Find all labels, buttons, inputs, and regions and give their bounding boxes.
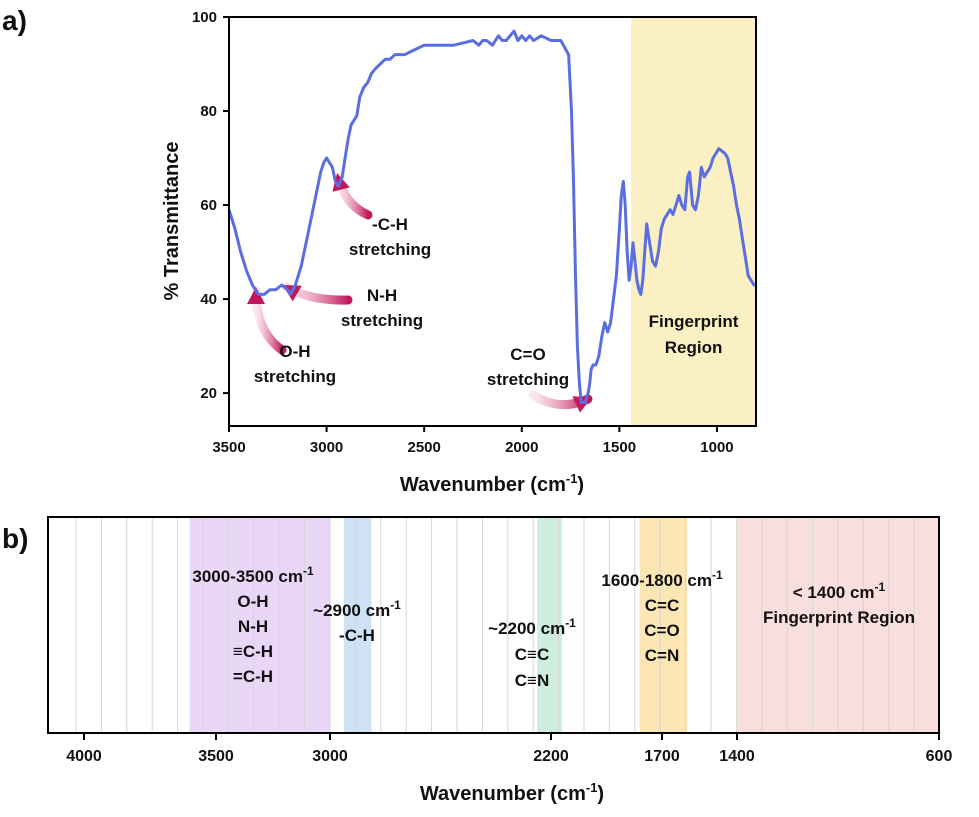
x-axis-ticks-a: 3500 3000 2500 2000 1500 1000 [212, 426, 734, 456]
y-tick-label-a: 80 [200, 103, 217, 120]
band-label-line: ~2200 cm-1 [488, 616, 576, 638]
band-label-text: C=N [645, 646, 679, 665]
x-axis-ticks-b: 4000 3500 3000 2200 1700 1400 600 [66, 733, 952, 765]
panel-a: a) O-H stretching N-H stretching -C-H stretch… [2, 5, 757, 496]
y-tick-label-a: 100 [192, 9, 217, 26]
band-label-sup: -1 [875, 580, 886, 594]
band-label-text: C≡N [515, 671, 549, 690]
band-label-line: 1600-1800 cm-1 [601, 568, 723, 590]
x-tick-label-b: 3500 [198, 748, 234, 765]
band-shade [537, 517, 563, 733]
band-label-line: O-H [237, 592, 268, 611]
band-label-line: =C-H [233, 667, 273, 686]
plot-a-frame [228, 16, 757, 427]
band-label-line: Fingerprint Region [763, 608, 915, 627]
fingerprint-region-shade [631, 17, 756, 426]
x-tick-label-a: 1500 [603, 439, 636, 456]
annotation-label: stretching [254, 367, 336, 386]
y-axis-title-a: % Transmittance [161, 142, 183, 301]
fingerprint-label-line: Fingerprint [649, 312, 739, 331]
band-label-text: Fingerprint Region [763, 608, 915, 627]
y-tick-label-a: 40 [200, 291, 217, 308]
annotation-label: O-H [279, 342, 310, 361]
band-label-line: -C-H [339, 626, 375, 645]
x-tick-label-b: 600 [926, 748, 953, 765]
x-tick-label-a: 3000 [310, 439, 343, 456]
x-tick-label-a: 1000 [700, 439, 733, 456]
fingerprint-label-line: Region [665, 338, 723, 357]
x-tick-label-b: 3000 [312, 748, 348, 765]
band-label-sup: -1 [712, 568, 723, 582]
band-labels: 3000-3500 cm-1O-HN-H≡C-H=C-H~2900 cm-1-C… [192, 564, 915, 690]
annotation-label: stretching [487, 370, 569, 389]
band-label-text: C=O [644, 621, 679, 640]
x-axis-title-a-text: Wavenumber (cm [400, 474, 566, 496]
y-tick-label-a: 20 [200, 385, 217, 402]
band-label-text: ~2900 cm [313, 601, 390, 620]
y-axis-ticks-a: 20 40 60 80 100 [192, 9, 229, 402]
x-tick-label-b: 2200 [533, 748, 569, 765]
band-label-text: =C-H [233, 667, 273, 686]
band-label-line: C=N [645, 646, 679, 665]
panel-b-label: b) [2, 523, 28, 554]
band-label-text: N-H [238, 617, 268, 636]
band-label-line: C=O [644, 621, 679, 640]
x-axis-title-a: Wavenumber (cm-1) [400, 471, 584, 496]
x-tick-label-a: 3500 [212, 439, 245, 456]
band-label-text: C≡C [515, 645, 549, 664]
annotation-label: stretching [341, 311, 423, 330]
ftir-spectrum-line [227, 29, 756, 404]
vertical-gridlines [75, 517, 915, 733]
x-axis-title-b-text: Wavenumber (cm [420, 783, 586, 805]
annotation-label: stretching [349, 240, 431, 259]
band-label-line: < 1400 cm-1 [793, 580, 886, 602]
x-axis-title-a-close: ) [577, 474, 584, 496]
panel-b: b) 4000 3500 3000 2200 1700 1400 600 3000-3500… [2, 516, 952, 805]
y-tick-label-a: 60 [200, 197, 217, 214]
band-label-line: 3000-3500 cm-1 [192, 564, 314, 586]
x-tick-label-b: 4000 [66, 748, 102, 765]
band-shade [189, 517, 330, 733]
band-label-text: C=C [645, 596, 679, 615]
annotation-arrowhead [247, 287, 265, 304]
band-label-line: C≡C [515, 645, 549, 664]
x-axis-title-b-sup: -1 [586, 780, 598, 795]
band-label-sup: -1 [390, 598, 401, 612]
x-tick-label-a: 2500 [407, 439, 440, 456]
plot-b-frame [47, 516, 940, 734]
fingerprint-region-label: Fingerprint Region [649, 312, 739, 357]
band-label-text: O-H [237, 592, 268, 611]
band-label-line: ~2900 cm-1 [313, 598, 401, 620]
x-tick-label-b: 1700 [644, 748, 680, 765]
annotation-label: C=O [510, 345, 545, 364]
band-label-text: 3000-3500 cm [192, 567, 303, 586]
x-tick-label-a: 2000 [505, 439, 538, 456]
band-label-text: ~2200 cm [488, 619, 565, 638]
band-label-text: 1600-1800 cm [601, 571, 712, 590]
x-tick-label-b: 1400 [719, 748, 755, 765]
annotation-label: N-H [367, 286, 397, 305]
band-label-line: ≡C-H [233, 642, 273, 661]
x-axis-title-b-close: ) [597, 783, 604, 805]
band-shade [343, 517, 372, 733]
band-label-line: N-H [238, 617, 268, 636]
annotation-group: O-H stretching N-H stretching -C-H stretching… [247, 172, 593, 413]
band-label-sup: -1 [303, 564, 314, 578]
band-label-text: -C-H [339, 626, 375, 645]
band-label-line: C≡N [515, 671, 549, 690]
annotation-label: -C-H [372, 215, 408, 234]
band-label-text: < 1400 cm [793, 583, 875, 602]
panel-a-label: a) [2, 5, 27, 36]
band-label-line: C=C [645, 596, 679, 615]
band-label-text: ≡C-H [233, 642, 273, 661]
x-axis-title-a-sup: -1 [566, 471, 578, 486]
x-axis-title-b: Wavenumber (cm-1) [420, 780, 604, 805]
band-label-sup: -1 [565, 616, 576, 630]
band-shade [639, 517, 687, 733]
